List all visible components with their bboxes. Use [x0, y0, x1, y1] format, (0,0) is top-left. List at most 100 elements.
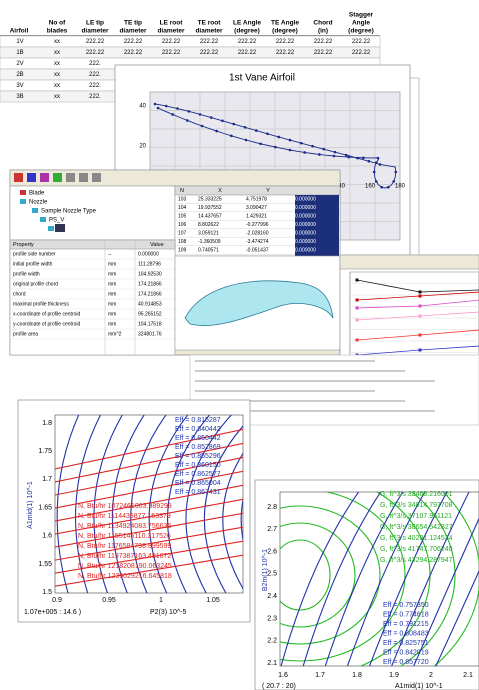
- coord-cell: 14.437657: [198, 213, 222, 219]
- table-cell: 222.22: [124, 50, 143, 56]
- airfoil-point: [164, 104, 168, 108]
- airfoil-point: [376, 156, 380, 160]
- tree-icon: [20, 190, 26, 195]
- table-cell: 222.22: [276, 39, 295, 45]
- red-contour: [55, 540, 243, 574]
- profile-shape: [184, 280, 334, 326]
- property-unit: mm: [108, 261, 116, 267]
- coord-cell: -1.360509: [198, 239, 221, 245]
- stage-marker: [418, 314, 422, 318]
- x-axis-label: P2(3) 10^-5: [150, 609, 186, 616]
- table-cell: 222.22: [314, 39, 333, 45]
- contour-label: N, Btu/hr 1072461003.989298: [78, 503, 172, 510]
- property-name: profile width: [13, 271, 40, 277]
- coord-cell: -3.474274: [246, 239, 269, 245]
- x-tick-label: 1.9: [389, 672, 399, 679]
- property-value: 95.265152: [138, 311, 162, 317]
- toolbar-icon: [27, 173, 36, 182]
- coord-cell: 109: [178, 247, 187, 253]
- table-header: LE Angle: [233, 20, 261, 27]
- airfoil-point: [200, 124, 204, 128]
- y-tick-label: 1.6: [42, 533, 52, 540]
- table-header: No of: [49, 20, 66, 27]
- table-cell: xx: [54, 94, 60, 100]
- right-contours: [280, 492, 479, 666]
- table-cell: 1V: [16, 39, 23, 45]
- y-tick-label: 2.1: [267, 660, 277, 667]
- y-tick-label: 2.2: [267, 638, 277, 645]
- x-tick-label: 1: [159, 597, 163, 604]
- blue-contour: [391, 492, 470, 666]
- blue-contour: [75, 415, 102, 593]
- table-cell: 3B: [16, 94, 23, 100]
- contour-label: G, ft^3/s 37107.961121: [380, 513, 452, 520]
- table-header: diameter: [157, 28, 185, 35]
- contour-label: N, Btu/hr 1197387163.481672: [78, 553, 171, 560]
- stage-marker: [418, 294, 422, 298]
- table-header: TE root: [198, 20, 222, 27]
- airfoil-point: [187, 110, 191, 113]
- table-cell: 222.22: [352, 50, 371, 56]
- coord-cell: -2.028160: [246, 230, 269, 236]
- coord-cell: 106: [178, 222, 187, 228]
- coord-cell: 0.000000: [295, 205, 316, 211]
- coord-cell: -0.051437: [246, 247, 269, 253]
- property-unit: mm: [108, 311, 116, 317]
- contour-label: Eff = 0.867431: [175, 489, 221, 496]
- toolbar-icon: [79, 173, 88, 182]
- x-tick-label: 2.1: [463, 672, 473, 679]
- coord-cell: 4.751978: [246, 196, 267, 202]
- coord-cell: 107: [178, 230, 187, 236]
- coord-cell: 1.429321: [246, 213, 267, 219]
- stage-marker: [418, 290, 422, 294]
- log-line: [195, 360, 375, 362]
- coord-cell: 0.000000: [295, 239, 316, 245]
- airfoil-point: [259, 142, 262, 146]
- stage-marker: [355, 318, 359, 322]
- blue-contour: [240, 498, 243, 542]
- airfoil-point: [303, 151, 306, 154]
- airfoil-point: [230, 134, 233, 138]
- contour-label: Eff = 0.860150: [175, 462, 221, 469]
- stage-marker: [355, 306, 359, 310]
- airfoil-point: [186, 119, 189, 122]
- airfoil-point: [356, 156, 359, 160]
- table-cell: 222.22: [86, 50, 105, 56]
- property-name: x-coordinate of profile centroid: [13, 311, 80, 317]
- coord-cell: 108: [178, 239, 187, 245]
- contour-label: G, ft^3/s 43294.287947: [380, 557, 453, 564]
- contour-label: Eff = 0.842019: [383, 649, 429, 656]
- airfoil-point: [374, 180, 378, 183]
- table-cell: 222.22: [124, 39, 143, 45]
- blue-contour: [280, 492, 360, 666]
- table-cell: 222.22: [162, 50, 181, 56]
- coord-cell: 0.000000: [295, 247, 316, 253]
- airfoil-point: [318, 153, 321, 156]
- red-contour: [55, 498, 243, 535]
- table-header: (in): [318, 28, 328, 35]
- x-tick-label: 1.05: [206, 597, 220, 604]
- blue-contour: [93, 415, 123, 593]
- x-tick-label: 1.7: [315, 672, 325, 679]
- selected-column: [295, 195, 339, 256]
- left-contours: [55, 415, 243, 593]
- airfoil-curve: [153, 102, 398, 189]
- table-header: (degree): [272, 28, 298, 35]
- y-axis-label: A1mid(1) 10^-1: [27, 481, 34, 529]
- x-tick-label: 2: [429, 672, 433, 679]
- table-cell: 222.22: [238, 39, 257, 45]
- green-contour: [280, 539, 331, 611]
- airfoil-point: [333, 150, 337, 154]
- table-header-bg: [0, 0, 380, 36]
- airfoil-point: [171, 113, 174, 116]
- airfoil-point: [387, 185, 390, 189]
- table-cell: xx: [54, 39, 60, 45]
- contour-label: Eff = 0.757350: [383, 602, 429, 609]
- airfoil-point: [332, 154, 336, 158]
- table-cell: xx: [54, 50, 60, 56]
- red-contour: [55, 484, 243, 522]
- property-unit: mm: [108, 271, 116, 277]
- property-value: 174.21866: [138, 281, 162, 287]
- contour-label: Eff = 0.865004: [175, 480, 221, 487]
